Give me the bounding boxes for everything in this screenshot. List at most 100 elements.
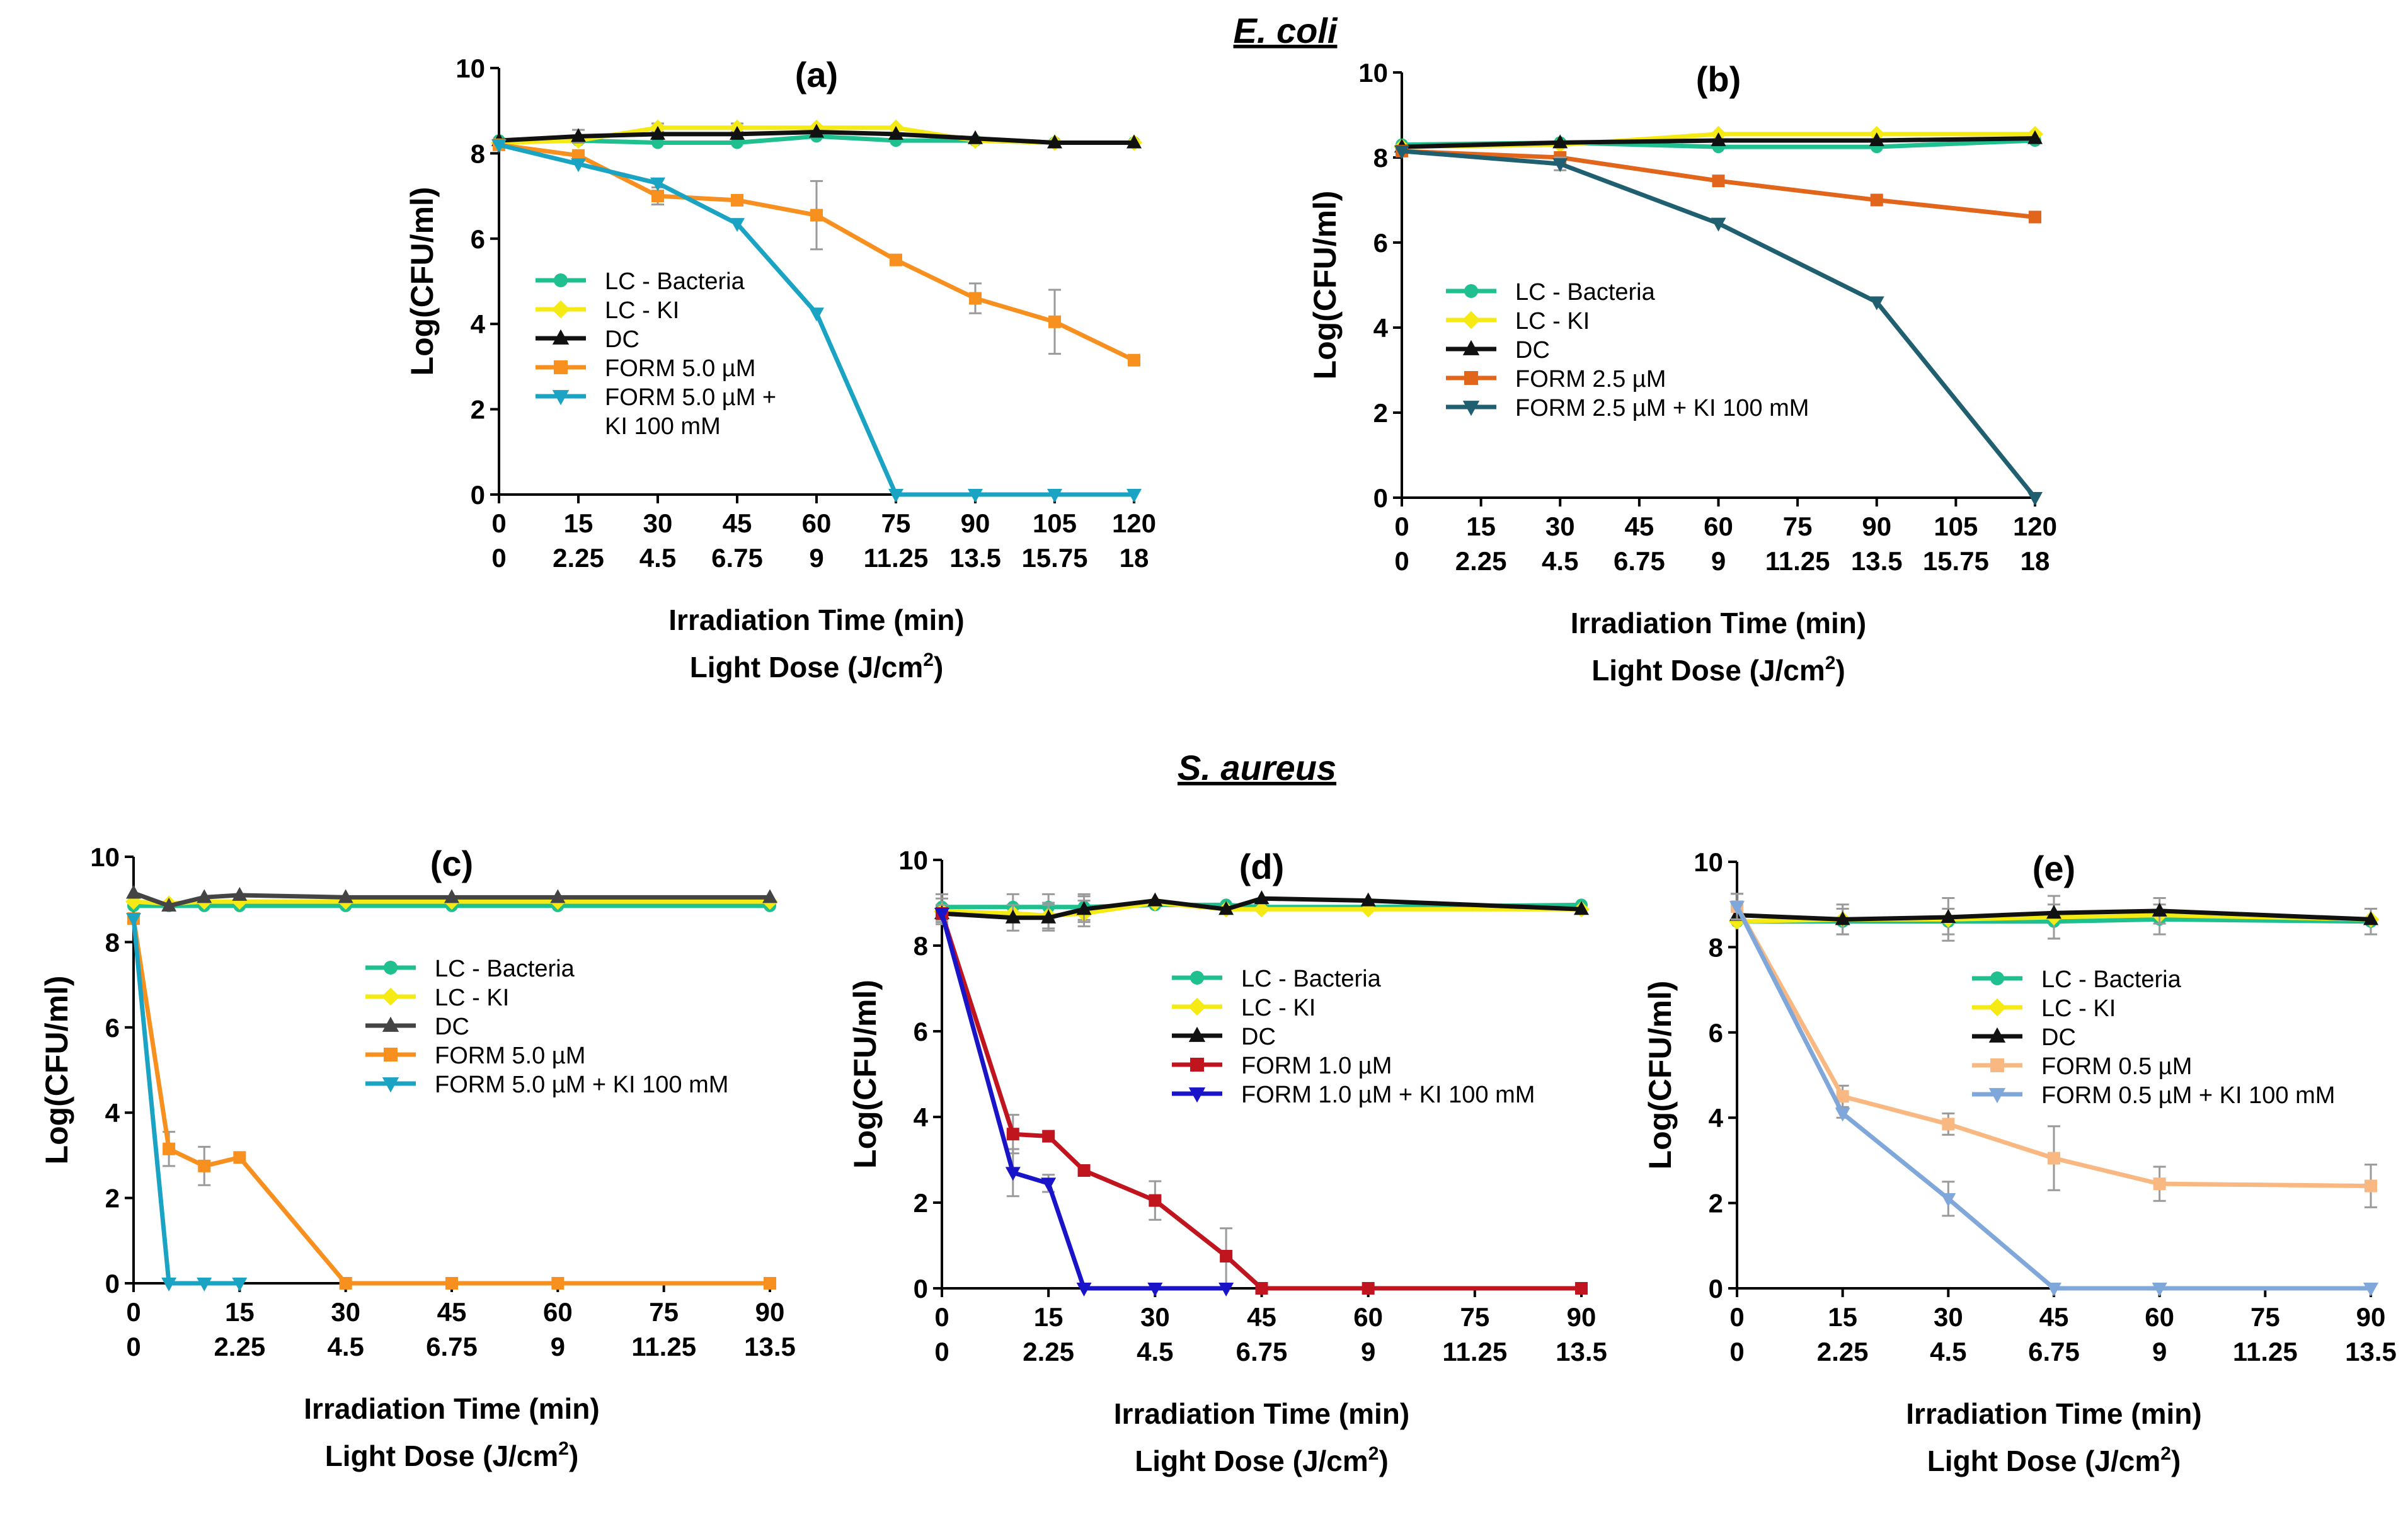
y-tick-label: 2 — [1373, 398, 1388, 428]
data-point — [2363, 1283, 2378, 1297]
data-point — [197, 1278, 212, 1291]
x-tick-label: 30 — [1545, 512, 1575, 541]
series-line — [1734, 905, 2371, 1189]
x-tick-label: 45 — [437, 1297, 467, 1327]
x-tick-label-dose: 9 — [1711, 546, 1726, 576]
x-tick-label-dose: 9 — [551, 1332, 565, 1361]
legend-swatch-marker — [1988, 1027, 2006, 1043]
series-form-1-0-m — [936, 907, 1588, 1295]
x-tick-label-dose: 6.75 — [426, 1332, 478, 1361]
x-tick-label: 105 — [1033, 508, 1077, 538]
x-tick-label-dose: 9 — [809, 543, 823, 573]
y-tick-label: 0 — [1373, 483, 1388, 513]
data-point — [1941, 1193, 1956, 1207]
data-point — [161, 1278, 177, 1291]
data-point — [232, 1278, 248, 1291]
chart-title: (a) — [795, 55, 838, 94]
y-tick-label: 10 — [898, 845, 928, 875]
y-tick-label: 0 — [105, 1269, 120, 1298]
x-tick-label-dose: 9 — [1361, 1337, 1375, 1366]
data-point — [1006, 1128, 1019, 1141]
y-axis-label: Log(CFU/ml) — [39, 976, 74, 1165]
data-point — [551, 1277, 565, 1290]
series-line — [132, 891, 770, 908]
x-tick-label: 90 — [2356, 1302, 2386, 1332]
legend-label: FORM 0.5 µM + KI 100 mM — [2041, 1082, 2335, 1109]
data-point — [1076, 1283, 1092, 1297]
x-tick-label-dose: 11.25 — [1765, 546, 1830, 576]
data-point — [338, 889, 353, 903]
legend-label: FORM 0.5 µM — [2041, 1053, 2192, 1080]
data-point — [2027, 130, 2043, 144]
x-tick-label-dose: 6.75 — [2028, 1337, 2080, 1366]
chart-panel-c: (c)0246810Log(CFU/ml)00152.25304.5456.75… — [39, 842, 796, 1472]
x-tick-label: 75 — [881, 508, 911, 538]
x-tick-label-dose: 6.75 — [711, 543, 763, 573]
data-point — [1836, 1090, 1849, 1103]
legend-label: DC — [605, 326, 639, 353]
legend-label: LC - KI — [1515, 308, 1590, 335]
chart-panel-d: (d)0246810Log(CFU/ml)00152.25304.5456.75… — [847, 845, 1607, 1477]
legend-label: LC - Bacteria — [2041, 966, 2182, 993]
x-tick-label: 0 — [491, 508, 506, 538]
x-tick-label-dose: 9 — [2152, 1337, 2167, 1366]
data-point — [1147, 892, 1163, 907]
y-tick-label: 10 — [1358, 58, 1388, 88]
data-point — [2153, 1177, 2166, 1191]
data-point — [2152, 1283, 2167, 1297]
x-tick-label-dose: 2.25 — [214, 1332, 265, 1361]
legend-swatch-marker — [384, 961, 398, 975]
x-tick-label: 90 — [1567, 1302, 1597, 1332]
data-point — [731, 193, 743, 207]
series-line — [1736, 908, 2371, 922]
x-tick-label-dose: 0 — [126, 1332, 140, 1361]
x-tick-label: 15 — [1828, 1302, 1857, 1332]
x-tick-label-dose: 13.5 — [2345, 1337, 2397, 1366]
x-tick-label-dose: 4.5 — [639, 543, 676, 573]
y-tick-label: 2 — [1709, 1189, 1723, 1218]
legend-label: DC — [2041, 1024, 2076, 1051]
data-point — [1047, 489, 1062, 503]
legend-swatch-marker — [554, 273, 568, 287]
data-point — [888, 125, 903, 140]
x-tick-label-dose: 11.25 — [864, 543, 929, 573]
y-tick-label: 4 — [1709, 1103, 1724, 1133]
legend-label: FORM 5.0 µM — [435, 1043, 585, 1069]
x-tick-label: 60 — [543, 1297, 573, 1327]
legend-swatch-marker — [1988, 998, 2007, 1017]
x-tick-label-dose: 11.25 — [631, 1332, 696, 1361]
series-form-5-0-m-ki-100-mm — [126, 913, 248, 1291]
legend-label: FORM 2.5 µM — [1515, 366, 1666, 392]
legend-swatch-marker — [1462, 401, 1480, 416]
y-axis-label: Log(CFU/ml) — [847, 980, 883, 1169]
x-axis-label-dose: Light Dose (J/cm2) — [1927, 1443, 2181, 1477]
x-tick-label: 75 — [2250, 1302, 2280, 1332]
data-point — [1362, 1282, 1375, 1295]
x-tick-label: 45 — [1625, 512, 1654, 541]
x-tick-label: 0 — [1394, 512, 1409, 541]
x-tick-label-dose: 0 — [491, 543, 506, 573]
data-point — [1552, 158, 1568, 173]
x-axis-label: Irradiation Time (min) — [668, 604, 964, 636]
legend-label: FORM 5.0 µM + — [605, 384, 776, 411]
legend-label: LC - KI — [605, 297, 679, 324]
y-axis-label: Log(CFU/ml) — [1307, 191, 1343, 380]
data-point — [1127, 489, 1142, 503]
legend-label: FORM 5.0 µM + KI 100 mM — [435, 1072, 728, 1098]
legend-label: LC - Bacteria — [435, 956, 575, 982]
legend-label: DC — [1515, 337, 1550, 364]
y-tick-label: 2 — [914, 1188, 928, 1218]
legend-label: FORM 1.0 µM + KI 100 mM — [1241, 1082, 1535, 1108]
chart-title: (c) — [430, 844, 473, 883]
x-tick-label-dose: 2.25 — [553, 543, 604, 573]
x-tick-label-dose: 18 — [2021, 546, 2050, 576]
series-form-5-0-m — [491, 139, 1142, 503]
x-tick-label: 15 — [1466, 512, 1496, 541]
x-tick-label: 30 — [643, 508, 673, 538]
chart-panel-e: (e)0246810Log(CFU/ml)00152.25304.5456.75… — [1643, 847, 2397, 1477]
x-tick-label: 45 — [1247, 1302, 1276, 1332]
group-title-ecoli: E. coli — [1234, 11, 1338, 50]
y-tick-label: 6 — [471, 224, 485, 254]
legend-label: FORM 5.0 µM — [605, 355, 755, 382]
legend-swatch-marker — [1462, 311, 1481, 329]
